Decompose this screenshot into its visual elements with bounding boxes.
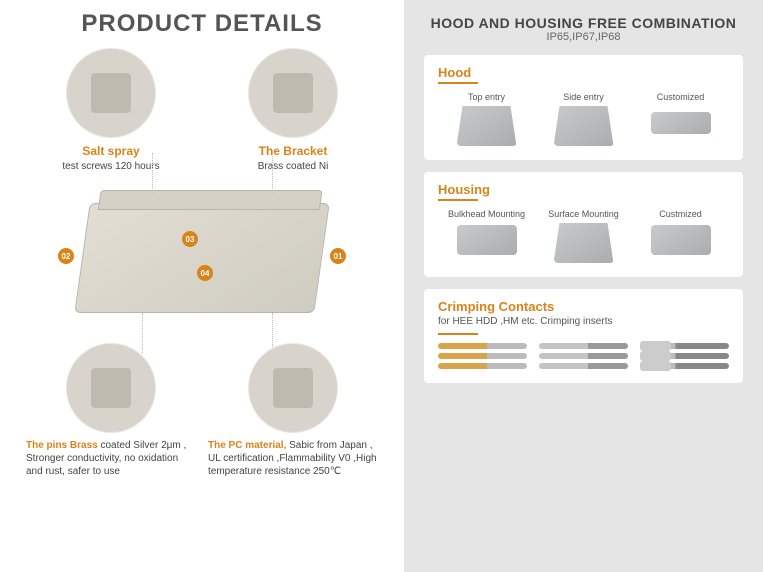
right-panel: HOOD AND HOUSING FREE COMBINATION IP65,I… [404, 0, 763, 572]
housing-item-customized: Custmized [632, 209, 729, 263]
housing-title: Housing [438, 182, 729, 197]
pin-gold [438, 363, 527, 369]
connector-line-tr [272, 153, 273, 193]
hood-item-customized: Customized [632, 92, 729, 146]
badge-04: 04 [197, 265, 213, 281]
salt-spray-desc: test screws 120 hours [26, 160, 196, 173]
contacts-underline [438, 333, 478, 335]
housing-item-bulkhead: Bulkhead Mounting [438, 209, 535, 263]
pin-socket [640, 353, 729, 359]
connector-body [74, 203, 329, 313]
hood-item-side-entry: Side entry [535, 92, 632, 146]
contacts-col-gold [438, 343, 527, 369]
hood-label-0: Top entry [438, 92, 535, 102]
bracket-title: The Bracket [208, 144, 378, 158]
contacts-row [438, 343, 729, 369]
pin-gold [438, 353, 527, 359]
callout-pc-material: The PC material, Sabic from Japan , UL c… [208, 343, 378, 478]
housing-label-0: Bulkhead Mounting [438, 209, 535, 219]
badge-02: 02 [58, 248, 74, 264]
connector-line-tl [152, 153, 153, 193]
pin-socket [640, 343, 729, 349]
hood-shape-0 [457, 106, 517, 146]
hood-shape-1 [554, 106, 614, 146]
pins-image [66, 343, 156, 433]
callout-bracket: The Bracket Brass coated Ni [208, 48, 378, 173]
contacts-subtitle: for HEE HDD ,HM etc. Crimping inserts [438, 316, 729, 327]
badge-01: 01 [330, 248, 346, 264]
top-callout-row: Salt spray test screws 120 hours The Bra… [20, 48, 384, 173]
connector-figure: 01 02 03 04 [62, 183, 342, 333]
housing-shape-2 [651, 225, 711, 255]
pins-text: The pins Brass coated Silver 2μm , Stron… [26, 439, 196, 478]
ip-rating: IP65,IP67,IP68 [424, 31, 743, 43]
housing-row: Bulkhead Mounting Surface Mounting Custm… [438, 209, 729, 263]
bracket-image [248, 48, 338, 138]
contacts-col-socket [640, 343, 729, 369]
pin-silver [539, 343, 628, 349]
hood-title: Hood [438, 65, 729, 80]
pins-title: The pins Brass [26, 440, 98, 451]
pc-material-title: The PC material, [208, 440, 286, 451]
hood-panel: Hood Top entry Side entry Customized [424, 55, 743, 160]
callout-salt-spray: Salt spray test screws 120 hours [26, 48, 196, 173]
housing-shape-0 [457, 225, 517, 255]
salt-spray-image [66, 48, 156, 138]
hood-label-1: Side entry [535, 92, 632, 102]
housing-shape-1 [554, 223, 614, 263]
connector-line-bl [142, 313, 143, 353]
salt-spray-title: Salt spray [26, 144, 196, 158]
housing-label-2: Custmized [632, 209, 729, 219]
contacts-col-silver [539, 343, 628, 369]
hood-row: Top entry Side entry Customized [438, 92, 729, 146]
housing-underline [438, 199, 478, 201]
housing-panel: Housing Bulkhead Mounting Surface Mounti… [424, 172, 743, 277]
pin-socket [640, 363, 729, 369]
bracket-desc: Brass coated Ni [208, 160, 378, 173]
housing-label-1: Surface Mounting [535, 209, 632, 219]
hood-underline [438, 82, 478, 84]
badge-03: 03 [182, 231, 198, 247]
pc-material-text: The PC material, Sabic from Japan , UL c… [208, 439, 378, 478]
left-panel: PRODUCT DETAILS Salt spray test screws 1… [0, 0, 404, 572]
pc-material-image [248, 343, 338, 433]
contacts-panel: Crimping Contacts for HEE HDD ,HM etc. C… [424, 289, 743, 383]
bottom-callout-row: The pins Brass coated Silver 2μm , Stron… [20, 343, 384, 478]
pin-gold [438, 343, 527, 349]
pin-silver [539, 363, 628, 369]
pin-silver [539, 353, 628, 359]
hood-item-top-entry: Top entry [438, 92, 535, 146]
contacts-title: Crimping Contacts [438, 299, 729, 314]
hood-label-2: Customized [632, 92, 729, 102]
hood-shape-2 [651, 112, 711, 134]
housing-item-surface: Surface Mounting [535, 209, 632, 263]
combination-title: HOOD AND HOUSING FREE COMBINATION [424, 15, 743, 31]
callout-pins: The pins Brass coated Silver 2μm , Stron… [26, 343, 196, 478]
product-details-title: PRODUCT DETAILS [20, 10, 384, 38]
